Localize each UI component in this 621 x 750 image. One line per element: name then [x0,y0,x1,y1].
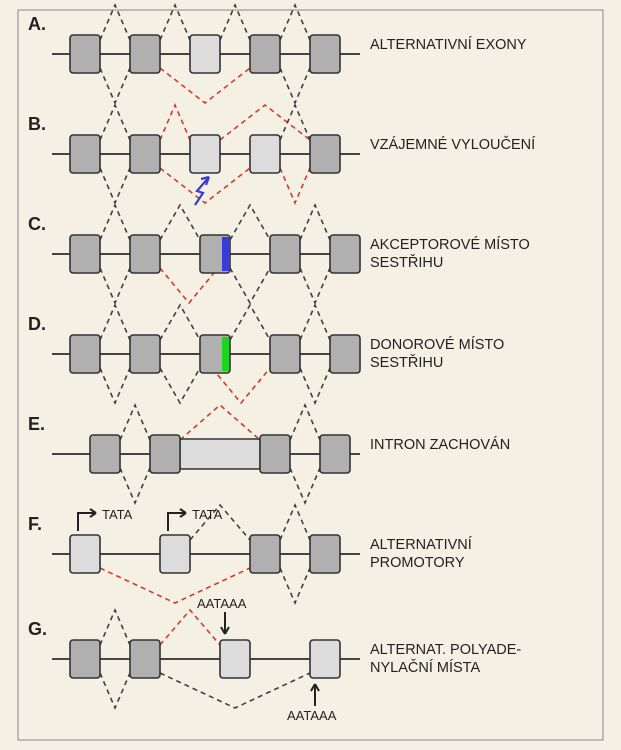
exon [260,435,290,473]
exon [130,235,160,273]
panel-label: ALTERNAT. POLYADE- [370,642,521,658]
donor-site [222,337,229,371]
panel-label: SESTŘIHU [370,254,443,271]
panel-letter: G. [28,619,47,639]
polya-label: AATAAA [197,596,247,611]
exon [310,135,340,173]
exon [270,235,300,273]
exon [250,135,280,173]
exon [70,35,100,73]
exon [70,135,100,173]
panel-label: ALTERNATIVNÍ EXONY [370,36,527,53]
panel-letter: A. [28,14,46,34]
exon [70,235,100,273]
panel-letter: F. [28,514,42,534]
panel-label: NYLAČNÍ MÍSTA [370,659,480,676]
exon [160,535,190,573]
exon [190,135,220,173]
tata-label: TATA [192,507,223,522]
panel-label: DONOROVÉ MÍSTO [370,336,504,353]
panel-letter: C. [28,214,46,234]
exon [190,35,220,73]
exon [70,335,100,373]
polya-label: AATAAA [287,708,337,723]
panel-label: PROMOTORY [370,555,465,571]
exon [220,640,250,678]
panel-letter: B. [28,114,46,134]
diagram-container: A. ALTERNATIVNÍ EXONY B. VZÁJEMNÉ VYLOUČENÍ… [0,0,621,750]
exon [130,135,160,173]
exon [250,35,280,73]
exon [70,640,100,678]
panel-letter: D. [28,314,46,334]
panel-label: VZÁJEMNÉ VYLOUČENÍ [370,136,535,153]
exon [330,335,360,373]
exon [310,640,340,678]
exon [270,335,300,373]
exon [70,535,100,573]
exon [330,235,360,273]
exon [310,35,340,73]
tata-label: TATA [102,507,133,522]
exon [150,435,180,473]
panel-label: INTRON ZACHOVÁN [370,436,510,453]
panel-label: AKCEPTOROVÉ MÍSTO [370,236,530,253]
exon [320,435,350,473]
exon [250,535,280,573]
acceptor-site [222,237,229,271]
panel-label: ALTERNATIVNÍ [370,536,472,553]
exon [90,435,120,473]
exon [310,535,340,573]
panel-letter: E. [28,414,45,434]
exon [130,335,160,373]
exon [130,640,160,678]
exon [130,35,160,73]
retained-intron [180,439,260,469]
splicing-diagram: A. ALTERNATIVNÍ EXONY B. VZÁJEMNÉ VYLOUČENÍ… [0,0,621,750]
panel-label: SESTŘIHU [370,354,443,371]
